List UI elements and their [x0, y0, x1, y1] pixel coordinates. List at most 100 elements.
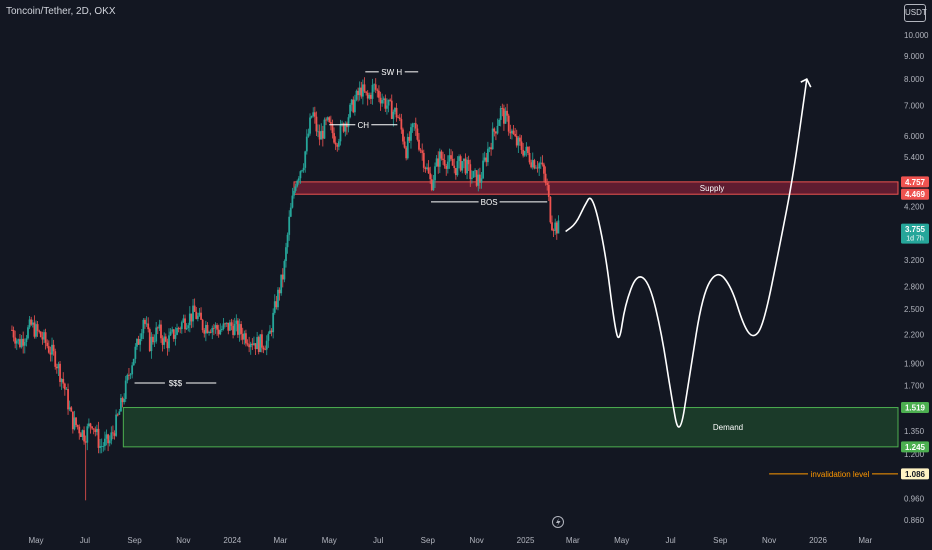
candle-body	[376, 89, 379, 91]
candle-body	[557, 220, 560, 234]
lightning-icon[interactable]	[552, 516, 564, 528]
candle-body	[28, 319, 31, 328]
candle-body	[315, 116, 318, 132]
candle-body	[402, 129, 404, 142]
candle-body	[519, 137, 521, 142]
candle-body	[437, 158, 440, 167]
candle-body	[549, 196, 552, 223]
candle-body	[192, 305, 194, 322]
price-tick-label: 1.900	[904, 359, 925, 368]
candle-body	[511, 130, 513, 134]
candle-body	[307, 133, 310, 137]
candle-body	[12, 330, 15, 338]
candle-body	[67, 389, 69, 410]
candle-body	[76, 425, 79, 427]
candle-body	[273, 301, 276, 313]
projection-path	[565, 78, 808, 428]
candle-body	[161, 338, 164, 345]
candle-body	[429, 173, 432, 180]
candle-body	[105, 434, 108, 439]
candle-body	[405, 147, 408, 159]
candle-body	[128, 374, 130, 376]
time-tick-label: May	[614, 536, 629, 545]
candle-body	[134, 346, 137, 359]
candle-body	[341, 123, 343, 125]
candle-body	[456, 161, 459, 176]
candle-body	[426, 167, 428, 169]
time-axis[interactable]: May Jul Sep Nov 2024 Mar May Jul Sep Nov 2025 Mar Ma…	[28, 536, 872, 545]
candle-body	[150, 336, 153, 352]
candle-body	[54, 351, 57, 367]
candle-body	[187, 325, 190, 328]
candle-body	[478, 174, 481, 183]
candle-body	[110, 432, 113, 441]
symbol-legend[interactable]: Toncoin/Tether, 2D, OKX	[6, 6, 116, 17]
supply-bottom-tag-value: 4.469	[905, 190, 926, 199]
time-tick-label: Nov	[176, 536, 190, 545]
candle-body	[220, 328, 223, 331]
candle-body	[291, 195, 294, 208]
candle-body	[25, 338, 28, 342]
candle-body	[301, 170, 303, 172]
time-tick-label: Mar	[273, 536, 287, 545]
candle-body	[336, 144, 339, 147]
candle-body	[52, 344, 55, 352]
price-tick-label: 0.960	[904, 494, 925, 503]
candle-body	[525, 146, 528, 151]
candle-body	[152, 336, 154, 343]
supply-top-tag	[901, 176, 929, 188]
candle-body	[411, 123, 414, 128]
candle-body	[230, 322, 233, 326]
candle-body	[329, 121, 332, 124]
candle-body	[41, 337, 44, 340]
candle-body	[81, 430, 84, 437]
candle-body	[35, 324, 37, 337]
candle-body	[246, 343, 249, 345]
candle-body	[84, 441, 87, 443]
candle-body	[228, 322, 231, 331]
current-price-tag	[901, 223, 929, 244]
currency-button[interactable]: USDT	[904, 4, 927, 22]
time-tick-label: May	[322, 536, 337, 545]
candle-body	[403, 141, 406, 148]
candle-body	[140, 333, 143, 339]
candle-body	[496, 125, 499, 134]
candle-body	[539, 162, 542, 164]
lightning-icon-glyph	[556, 518, 561, 527]
candle-body	[467, 159, 470, 165]
candle-body	[386, 105, 388, 109]
price-tick-label: 3.200	[904, 256, 925, 265]
candle-body	[257, 337, 260, 353]
time-tick-label: Sep	[713, 536, 728, 545]
candle-body	[339, 124, 342, 142]
candle-body	[337, 141, 340, 147]
candle-body	[430, 179, 433, 191]
candle-body	[297, 178, 300, 181]
candle-body	[254, 343, 257, 350]
candle-body	[136, 338, 138, 347]
candle-body	[193, 305, 196, 312]
candle-body	[366, 92, 369, 99]
candle-body	[397, 117, 400, 119]
candle-body	[472, 171, 475, 178]
candle-body	[232, 325, 235, 335]
candle-body	[86, 426, 89, 443]
time-tick-label: Jul	[665, 536, 675, 545]
candle-body	[414, 123, 417, 129]
invalidation-tag	[901, 468, 929, 480]
current-price-tag-value: 3.755	[905, 225, 926, 234]
candle-body	[485, 157, 488, 163]
candle-body	[83, 430, 85, 442]
candle-body	[137, 338, 140, 345]
candle-body	[509, 131, 512, 134]
candle-body	[219, 330, 222, 335]
price-axis[interactable]: 10.000 9.000 8.000 7.000 6.000 5.400 4.200 3.20…	[904, 31, 929, 525]
candle-body	[320, 130, 323, 140]
supply-zone	[293, 181, 899, 195]
candle-body	[501, 108, 504, 109]
candle-body	[39, 331, 42, 338]
candle-body	[507, 115, 510, 132]
candle-body	[262, 347, 265, 350]
candle-body	[482, 160, 484, 179]
